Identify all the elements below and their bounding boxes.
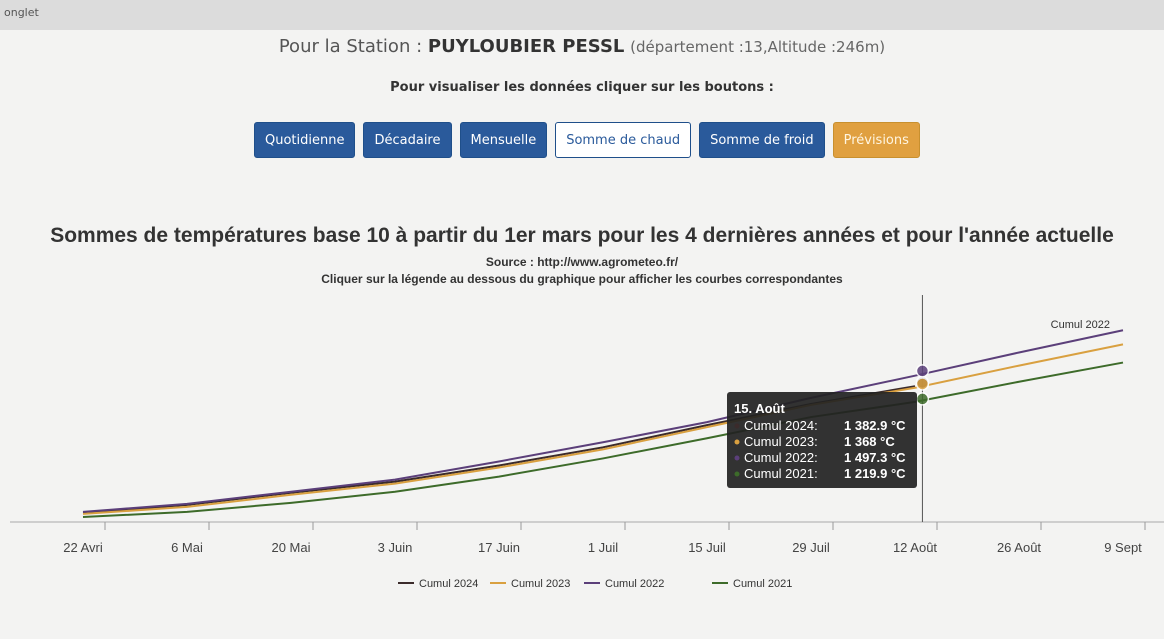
tooltip-value: 1 219.9 °C	[844, 466, 906, 481]
end-label: Cumul 2022	[1051, 319, 1110, 331]
page: onglet Pour la Station : PUYLOUBIER PESS…	[0, 0, 1164, 639]
tab[interactable]: onglet	[4, 6, 39, 19]
tooltip-value: 1 368 °C	[844, 434, 895, 449]
tooltip-value: 1 497.3 °C	[844, 450, 906, 465]
x-tick-label: 17 Juin	[478, 540, 520, 555]
legend-label[interactable]: Cumul 2024	[419, 578, 478, 590]
x-tick-label: 12 Août	[893, 540, 937, 555]
nav-button[interactable]: Prévisions	[833, 122, 920, 158]
station-info: (département :13,Altitude :246m)	[630, 38, 885, 56]
tooltip-dot	[735, 424, 740, 429]
station-prefix: Pour la Station :	[279, 36, 422, 57]
nav-button[interactable]: Quotidienne	[254, 122, 355, 158]
tooltip-value: 1 382.9 °C	[844, 418, 906, 433]
hover-marker	[916, 365, 928, 377]
tooltip: 15. Août Cumul 2024: 1 382.9 °C Cumul 2023:…	[727, 392, 917, 488]
legend-label[interactable]: Cumul 2022	[605, 578, 664, 590]
x-tick-label: 6 Mai	[171, 540, 203, 555]
tab-bar: onglet	[0, 0, 1164, 30]
station-line: Pour la Station : PUYLOUBIER PESSL (dépa…	[0, 36, 1164, 57]
legend-label[interactable]: Cumul 2021	[733, 578, 792, 590]
chart-title: Sommes de températures base 10 à partir …	[50, 224, 1114, 247]
x-tick-label: 15 Juil	[688, 540, 726, 555]
nav-button[interactable]: Somme de froid	[699, 122, 825, 158]
station-name: PUYLOUBIER PESSL	[428, 36, 625, 57]
x-tick-label: 20 Mai	[271, 540, 310, 555]
nav-button[interactable]: Décadaire	[363, 122, 451, 158]
tooltip-dot	[735, 472, 740, 477]
legend-label[interactable]: Cumul 2023	[511, 578, 570, 590]
hover-marker	[916, 393, 928, 405]
series-line	[83, 330, 1123, 512]
x-tick-label: 1 Juil	[588, 540, 618, 555]
tooltip-dot	[735, 440, 740, 445]
nav-button[interactable]: Mensuelle	[460, 122, 548, 158]
tooltip-name: Cumul 2022:	[744, 450, 818, 465]
tooltip-name: Cumul 2024:	[744, 418, 818, 433]
nav-button[interactable]: Somme de chaud	[555, 122, 691, 158]
tooltip-name: Cumul 2023:	[744, 434, 818, 449]
x-tick-label: 9 Sept	[1104, 540, 1142, 555]
x-tick-label: 3 Juin	[378, 540, 413, 555]
chart-note: Cliquer sur la légende au dessous du gra…	[321, 272, 843, 286]
x-tick-label: 29 Juil	[792, 540, 830, 555]
series-line	[83, 344, 1123, 514]
chart-subtitle: Source : http://www.agrometeo.fr/	[486, 255, 679, 269]
x-tick-label: 26 Août	[997, 540, 1041, 555]
tooltip-name: Cumul 2021:	[744, 466, 818, 481]
hover-marker	[916, 378, 928, 390]
instruction: Pour visualiser les données cliquer sur …	[0, 80, 1164, 95]
tooltip-dot	[735, 456, 740, 461]
chart: Sommes de températures base 10 à partir …	[0, 200, 1164, 639]
tooltip-title: 15. Août	[734, 401, 785, 416]
x-tick-label: 22 Avri	[63, 540, 103, 555]
series-line	[83, 363, 1123, 517]
